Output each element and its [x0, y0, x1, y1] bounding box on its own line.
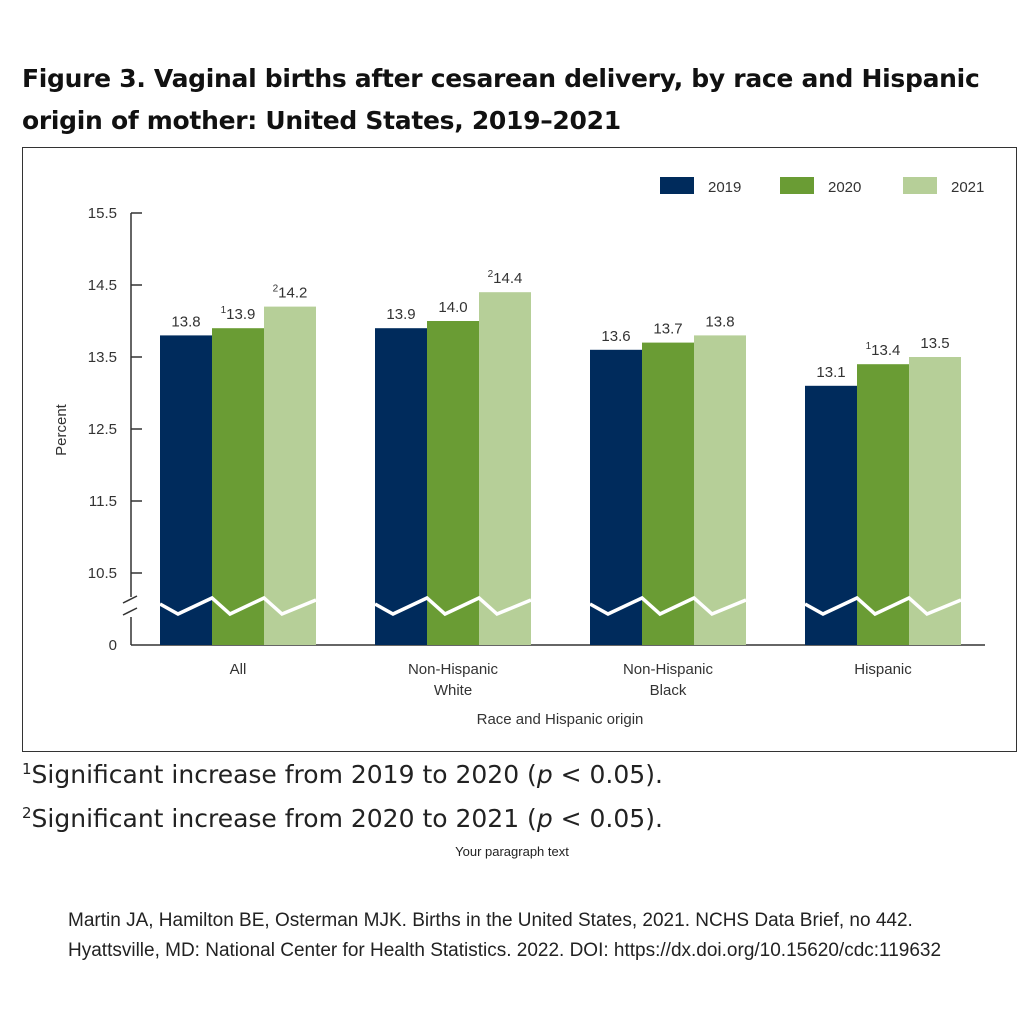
legend-swatch-2021 — [903, 177, 937, 194]
data-label: 14.0 — [438, 299, 467, 316]
footnote-mark: 1 — [22, 760, 32, 778]
legend-swatch-2020 — [780, 177, 814, 194]
footnote-italic: p — [536, 804, 553, 833]
y-tick-label: 14.5 — [88, 277, 117, 294]
bar-2020-non-hispanic-white — [427, 321, 479, 645]
category-label: Hispanic — [854, 661, 912, 678]
chart-frame — [22, 147, 1017, 752]
bar-2021-non-hispanic-white — [479, 292, 531, 645]
paragraph-placeholder: Your paragraph text — [455, 844, 569, 859]
y-tick-label: 13.5 — [88, 349, 117, 366]
bar-2020-non-hispanic-black — [642, 342, 694, 645]
value: 14.2 — [278, 285, 307, 302]
axis-break-zigzag — [804, 595, 962, 617]
data-label: 13.8 — [171, 313, 200, 330]
value: 14.4 — [493, 270, 522, 287]
category-label: Non-Hispanic — [408, 661, 499, 678]
data-label: 113.4 — [866, 341, 901, 359]
bar-2020-hispanic — [857, 364, 909, 645]
bar-2019-non-hispanic-white — [375, 328, 427, 645]
footnote-2: 2Significant increase from 2020 to 2021 … — [22, 804, 663, 833]
axis-break-mark — [122, 607, 138, 616]
citation: Martin JA, Hamilton BE, Osterman MJK. Bi… — [68, 910, 942, 961]
data-label: 13.6 — [601, 328, 630, 345]
data-label: 214.2 — [273, 284, 308, 302]
y-tick-label: 10.5 — [88, 565, 117, 582]
significance-mark: 1 — [221, 305, 227, 316]
footnote-text: Significant increase from 2019 to 2020 ( — [31, 760, 537, 789]
y-tick-label: 12.5 — [88, 421, 117, 438]
footnote-italic: p — [536, 760, 553, 789]
bar-2021-non-hispanic-black — [694, 335, 746, 645]
y-axis-label: Percent — [53, 403, 70, 456]
value: 13.9 — [226, 306, 255, 323]
category-label: White — [434, 682, 472, 699]
bar-2021-hispanic — [909, 357, 961, 645]
data-label: 13.7 — [653, 321, 682, 338]
significance-mark: 2 — [488, 269, 494, 280]
significance-mark: 1 — [866, 341, 872, 352]
footnote-1: 1Significant increase from 2019 to 2020 … — [22, 760, 663, 789]
legend-label: 2019 — [708, 179, 741, 196]
chart-title: Figure 3. Vaginal births after cesarean … — [22, 64, 980, 135]
data-label: 13.8 — [705, 313, 734, 330]
legend-swatch-2019 — [660, 177, 694, 194]
footnote-mark: 2 — [22, 804, 32, 822]
footnote-text: Significant increase from 2020 to 2021 ( — [31, 804, 537, 833]
legend-label: 2020 — [828, 179, 861, 196]
bar-2021-all — [264, 306, 316, 645]
footnote-text: < 0.05). — [552, 760, 663, 789]
data-label: 13.5 — [920, 335, 949, 352]
data-label: 13.1 — [816, 364, 845, 381]
category-label: Black — [650, 682, 687, 699]
axis-break-mark — [122, 595, 138, 604]
data-label: 13.9 — [386, 306, 415, 323]
data-label: 214.4 — [488, 269, 523, 287]
category-label: Non-Hispanic — [623, 661, 714, 678]
bar-2020-all — [212, 328, 264, 645]
bar-2019-non-hispanic-black — [590, 349, 642, 645]
value: 13.4 — [871, 342, 900, 359]
y-tick-label: 11.5 — [89, 493, 117, 510]
axis-break-zigzag — [159, 595, 317, 617]
data-label: 113.9 — [221, 305, 256, 323]
y-tick-label: 0 — [109, 637, 117, 654]
footnote-text: < 0.05). — [552, 804, 663, 833]
significance-mark: 2 — [273, 284, 279, 295]
legend-label: 2021 — [951, 179, 984, 196]
category-label: All — [230, 661, 247, 678]
y-tick-label: 15.5 — [88, 205, 117, 222]
x-axis-label: Race and Hispanic origin — [477, 711, 644, 728]
axis-break-zigzag — [589, 595, 747, 617]
axis-break-zigzag — [374, 595, 532, 617]
bar-2019-hispanic — [805, 385, 857, 645]
bar-2019-all — [160, 335, 212, 645]
